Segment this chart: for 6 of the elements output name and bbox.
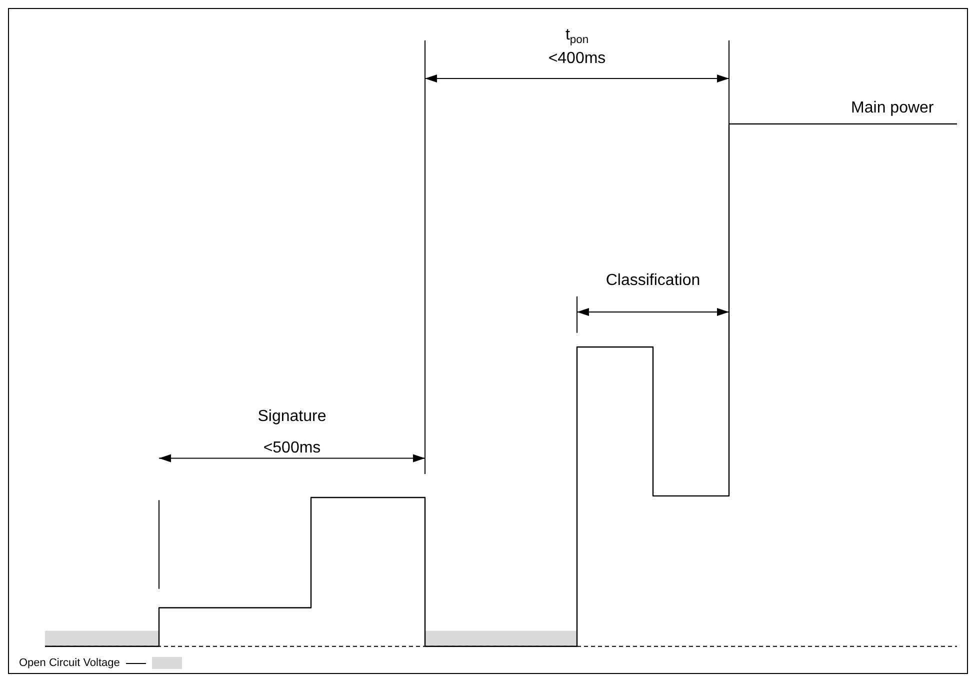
annotation: Signature — [258, 408, 326, 425]
annotation: <500ms — [263, 439, 321, 456]
annotation: Classification — [606, 272, 700, 290]
series-label: Open Circuit Voltage — [19, 657, 120, 669]
text: <400ms — [548, 50, 606, 68]
text: Main power — [851, 100, 934, 117]
